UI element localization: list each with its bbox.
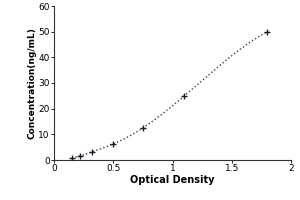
X-axis label: Optical Density: Optical Density <box>130 175 215 185</box>
Y-axis label: Concentration(ng/mL): Concentration(ng/mL) <box>28 27 37 139</box>
